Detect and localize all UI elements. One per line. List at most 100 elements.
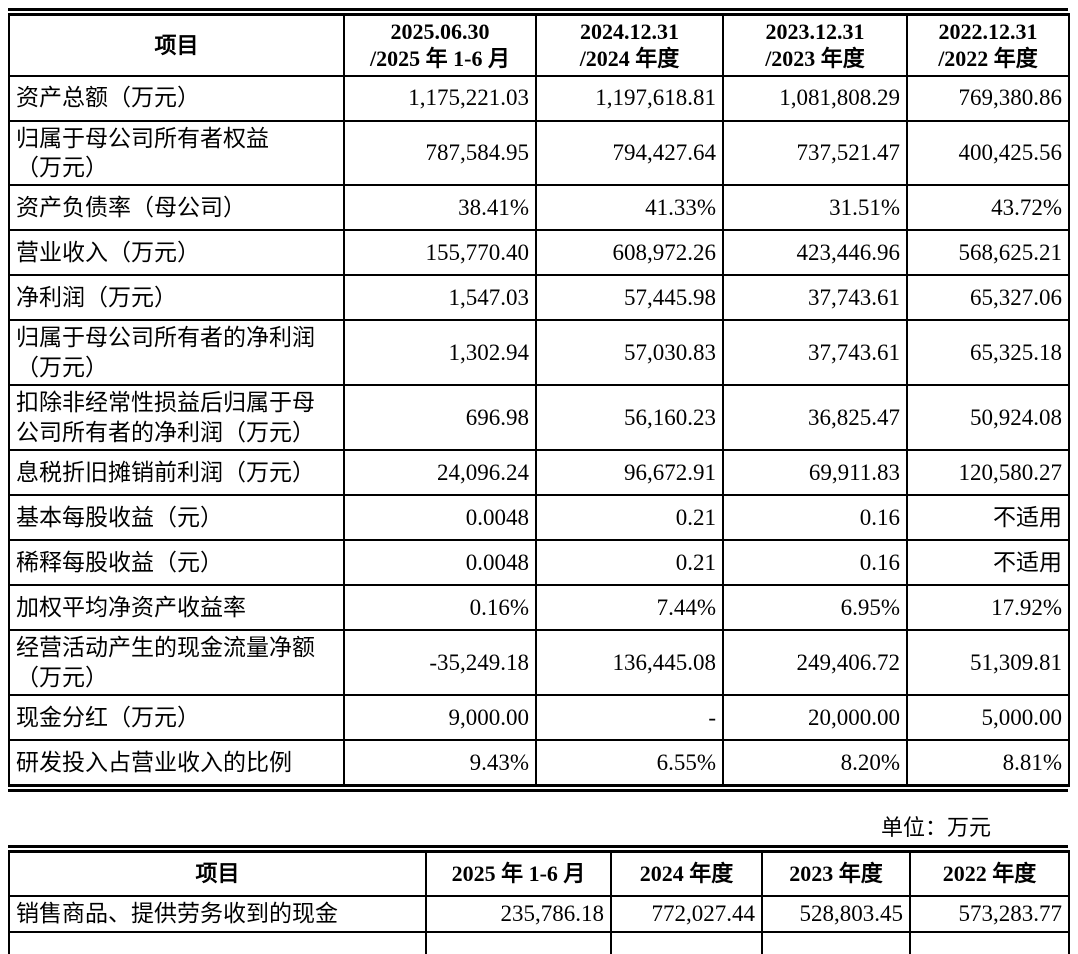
value-cell: 772,027.44	[610, 894, 763, 933]
value-cell: 0.0048	[343, 539, 537, 587]
value-cell: 96,672.91	[535, 449, 724, 497]
cash-table-body: 销售商品、提供劳务收到的现金 235,786.18 772,027.44 528,80…	[8, 894, 1070, 954]
value-cell: -35,249.18	[343, 629, 537, 697]
value-cell: 65,327.06	[906, 274, 1070, 322]
value-cell: 155,770.40	[343, 229, 537, 277]
value-cell: 0.16	[722, 494, 908, 542]
table-row: 稀释每股收益（元） 0.0048 0.21 0.16 不适用	[8, 539, 1070, 587]
cash-flow-table-wrap: 项目 2025 年 1-6 月 2024 年度 2023 年度 2022 年度 …	[8, 845, 1070, 954]
value-cell: 9.43%	[343, 739, 537, 787]
row-label-cell: 销售商品、提供劳务收到的现金	[8, 894, 427, 933]
table-row: 净利润（万元） 1,547.03 57,445.98 37,743.61 65,327.…	[8, 274, 1070, 322]
summary-period-header-2024: 2024.12.31 /2024 年度	[535, 13, 724, 77]
table-row: 研发投入占营业收入的比例 9.43% 6.55% 8.20% 8.81%	[8, 739, 1070, 787]
summary-period-header-2023: 2023.12.31 /2023 年度	[722, 13, 908, 77]
table-row: 基本每股收益（元） 0.0048 0.21 0.16 不适用	[8, 494, 1070, 542]
value-cell: 1,547.03	[343, 274, 537, 322]
value-cell: 56,160.23	[535, 384, 724, 452]
summary-item-header: 项目	[8, 13, 345, 77]
value-cell: 0.16	[722, 539, 908, 587]
value-cell: 38.41%	[343, 184, 537, 232]
value-cell	[610, 930, 763, 954]
table-row: 加权平均净资产收益率 0.16% 7.44% 6.95% 17.92%	[8, 584, 1070, 632]
value-cell	[909, 930, 1070, 954]
summary-period-header-2025: 2025.06.30 /2025 年 1-6 月	[343, 13, 537, 77]
value-cell: 69,911.83	[722, 449, 908, 497]
table-row: 归属于母公司所有者的净利润 （万元） 1,302.94 57,030.83 37,74…	[8, 319, 1070, 387]
row-label-cell: 息税折旧摊销前利润（万元）	[8, 449, 345, 497]
value-cell	[761, 930, 911, 954]
partial-table-row	[8, 930, 1070, 954]
value-cell: 43.72%	[906, 184, 1070, 232]
value-cell: 37,743.61	[722, 274, 908, 322]
value-cell: 423,446.96	[722, 229, 908, 277]
value-cell: 6.55%	[535, 739, 724, 787]
row-label-cell: 归属于母公司所有者权益 （万元）	[8, 119, 345, 187]
value-cell: 8.20%	[722, 739, 908, 787]
value-cell: 120,580.27	[906, 449, 1070, 497]
row-label-cell: 基本每股收益（元）	[8, 494, 345, 542]
value-cell: 608,972.26	[535, 229, 724, 277]
value-cell: 0.21	[535, 539, 724, 587]
value-cell: 528,803.45	[761, 894, 911, 933]
table-row: 营业收入（万元） 155,770.40 608,972.26 423,446.96 56…	[8, 229, 1070, 277]
table-row: 现金分红（万元） 9,000.00-20,000.00 5,000.00	[8, 694, 1070, 742]
cash-header-row: 项目 2025 年 1-6 月 2024 年度 2023 年度 2022 年度	[8, 850, 1070, 897]
value-cell: 0.16%	[343, 584, 537, 632]
value-cell: 8.81%	[906, 739, 1070, 787]
value-cell: 737,521.47	[722, 119, 908, 187]
value-cell: 1,302.94	[343, 319, 537, 387]
table-row: 扣除非经常性损益后归属于母 公司所有者的净利润（万元） 696.98 56,160.…	[8, 384, 1070, 452]
value-cell: 573,283.77	[909, 894, 1070, 933]
value-cell: 41.33%	[535, 184, 724, 232]
row-label-cell: 归属于母公司所有者的净利润 （万元）	[8, 319, 345, 387]
value-cell: 37,743.61	[722, 319, 908, 387]
value-cell: 0.21	[535, 494, 724, 542]
value-cell	[425, 930, 612, 954]
cash-flow-table: 项目 2025 年 1-6 月 2024 年度 2023 年度 2022 年度 …	[8, 850, 1070, 954]
value-cell: 249,406.72	[722, 629, 908, 697]
summary-financials-table-wrap: 项目 2025.06.30 /2025 年 1-6 月 2024.12.31 /…	[8, 8, 1070, 792]
row-label-cell: 净利润（万元）	[8, 274, 345, 322]
cash-period-header-2023: 2023 年度	[761, 850, 911, 897]
value-cell: 1,081,808.29	[722, 74, 908, 122]
value-cell: 20,000.00	[722, 694, 908, 742]
row-label-cell: 经营活动产生的现金流量净额 （万元）	[8, 629, 345, 697]
table-row: 销售商品、提供劳务收到的现金 235,786.18 772,027.44 528,80…	[8, 894, 1070, 933]
summary-header-row: 项目 2025.06.30 /2025 年 1-6 月 2024.12.31 /…	[8, 13, 1070, 77]
row-label-cell: 资产负债率（母公司）	[8, 184, 345, 232]
row-label-cell: 扣除非经常性损益后归属于母 公司所有者的净利润（万元）	[8, 384, 345, 452]
value-cell: 787,584.95	[343, 119, 537, 187]
value-cell: 57,030.83	[535, 319, 724, 387]
value-cell: 9,000.00	[343, 694, 537, 742]
row-label-cell: 资产总额（万元）	[8, 74, 345, 122]
value-cell: 794,427.64	[535, 119, 724, 187]
value-cell: 50,924.08	[906, 384, 1070, 452]
summary-table-body: 资产总额（万元） 1,175,221.03 1,197,618.81 1,081,80…	[8, 74, 1070, 787]
summary-financials-table: 项目 2025.06.30 /2025 年 1-6 月 2024.12.31 /…	[8, 13, 1070, 787]
value-cell: 5,000.00	[906, 694, 1070, 742]
row-label-cell: 研发投入占营业收入的比例	[8, 739, 345, 787]
value-cell: 31.51%	[722, 184, 908, 232]
value-cell: 51,309.81	[906, 629, 1070, 697]
value-cell: 6.95%	[722, 584, 908, 632]
cash-item-header: 项目	[8, 850, 427, 897]
value-cell: 1,197,618.81	[535, 74, 724, 122]
cash-period-header-2024: 2024 年度	[610, 850, 763, 897]
row-label-cell: 现金分红（万元）	[8, 694, 345, 742]
value-cell: 不适用	[906, 539, 1070, 587]
value-cell: 不适用	[906, 494, 1070, 542]
summary-period-header-2022: 2022.12.31 /2022 年度	[906, 13, 1070, 77]
value-cell: 568,625.21	[906, 229, 1070, 277]
value-cell: 36,825.47	[722, 384, 908, 452]
value-cell: 400,425.56	[906, 119, 1070, 187]
cash-period-header-2025: 2025 年 1-6 月	[425, 850, 612, 897]
row-label-cell	[8, 930, 427, 954]
table-row: 资产负债率（母公司） 38.41% 41.33% 31.51% 43.72%	[8, 184, 1070, 232]
row-label-cell: 稀释每股收益（元）	[8, 539, 345, 587]
row-label-cell: 加权平均净资产收益率	[8, 584, 345, 632]
table-row: 资产总额（万元） 1,175,221.03 1,197,618.81 1,081,80…	[8, 74, 1070, 122]
value-cell: 24,096.24	[343, 449, 537, 497]
table-row: 经营活动产生的现金流量净额 （万元） -35,249.18 136,445.08 24…	[8, 629, 1070, 697]
cash-period-header-2022: 2022 年度	[909, 850, 1070, 897]
